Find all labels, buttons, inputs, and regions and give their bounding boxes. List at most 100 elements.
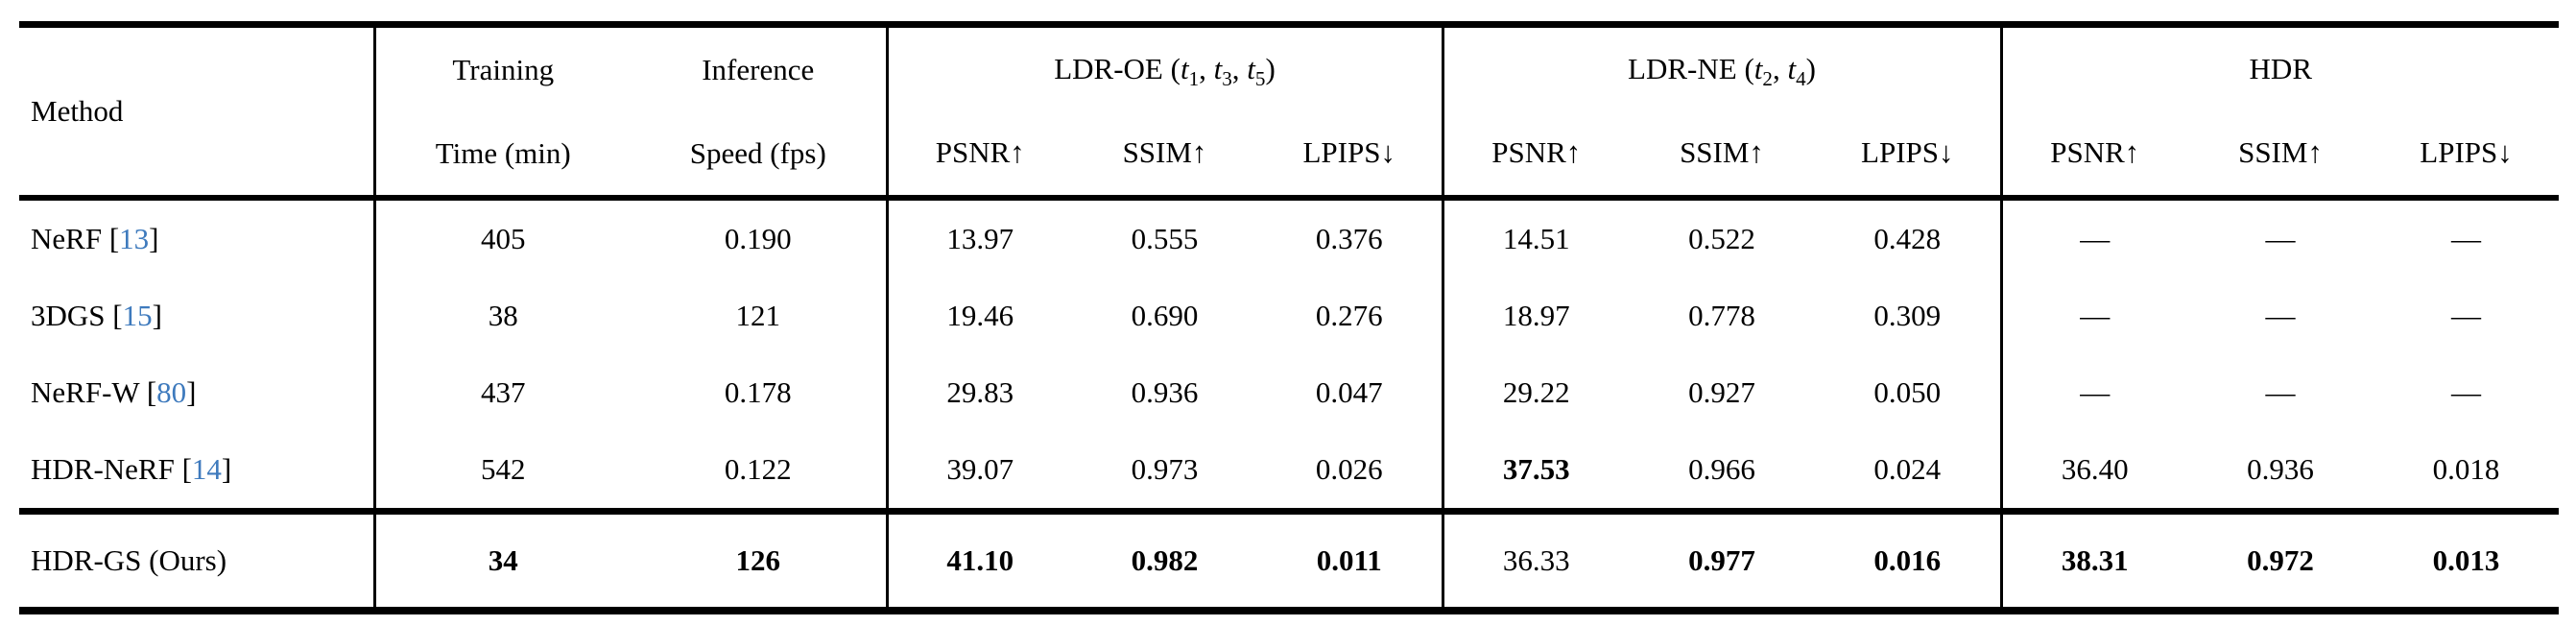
cell-ldr-oe-lpips: 0.026 bbox=[1257, 431, 1444, 512]
table-row-hdr-gs-ours: HDR-GS (Ours) 34 126 41.10 0.982 0.011 3… bbox=[19, 511, 2559, 611]
cell-ldr-ne-lpips: 0.024 bbox=[1815, 431, 2003, 512]
header-training-line1: Training bbox=[452, 52, 555, 86]
method-label: NeRF [ bbox=[31, 222, 120, 255]
method-label-suffix: ] bbox=[149, 222, 159, 255]
header-metric-psnr: PSNR↑ bbox=[2050, 135, 2140, 169]
header-group-ldr-ne: LDR-NE (t2, t4) bbox=[1443, 24, 2003, 110]
cell-hdr-ssim: — bbox=[2265, 375, 2296, 409]
cell-ldr-oe-psnr: 39.07 bbox=[946, 452, 1014, 486]
header-group-ldr-oe: LDR-OE (t1, t3, t5) bbox=[887, 24, 1444, 110]
cell-hdr-ssim: 0.936 bbox=[2247, 452, 2314, 486]
cell-ldr-ne-psnr: 36.33 bbox=[1502, 543, 1570, 577]
cell-training-time: 542 bbox=[481, 452, 526, 486]
header-group-hdr: HDR bbox=[2249, 52, 2312, 85]
cell-inference-speed-best: 126 bbox=[631, 511, 889, 611]
cell-ldr-ne-lpips: 0.050 bbox=[1815, 354, 2003, 431]
cell-hdr-psnr: — bbox=[2080, 299, 2111, 332]
cell-ldr-oe-psnr-best: 41.10 bbox=[946, 543, 1014, 577]
header-metric-psnr: PSNR↑ bbox=[935, 135, 1025, 169]
cell-ldr-oe-ssim: 0.690 bbox=[1131, 299, 1199, 332]
cell-hdr-lpips: — bbox=[2451, 222, 2482, 255]
table-row-nerf-w: NeRF-W [80] 437 0.178 29.83 0.936 0.047 … bbox=[19, 354, 2559, 431]
header-inference-line1: Inference bbox=[702, 52, 815, 86]
cell-ldr-ne-psnr-best: 37.53 bbox=[1502, 452, 1570, 486]
cell-ldr-oe-psnr: 13.97 bbox=[946, 222, 1014, 255]
cell-hdr-lpips-best: 0.013 bbox=[2432, 543, 2500, 577]
citation-link[interactable]: 15 bbox=[122, 299, 153, 332]
cell-ldr-oe-lpips: 0.276 bbox=[1257, 277, 1444, 354]
cell-ldr-ne-psnr: 29.22 bbox=[1502, 375, 1570, 409]
citation-link[interactable]: 80 bbox=[156, 375, 187, 409]
cell-training-time-best: 34 bbox=[488, 543, 518, 577]
cell-hdr-lpips: — bbox=[2451, 299, 2482, 332]
cell-ldr-ne-ssim: 0.966 bbox=[1688, 452, 1755, 486]
method-cell: HDR-NeRF [14] bbox=[19, 431, 376, 512]
method-label-suffix: ] bbox=[186, 375, 197, 409]
header-metric-ssim: SSIM↑ bbox=[1680, 135, 1764, 169]
cell-hdr-lpips: 0.018 bbox=[2432, 452, 2500, 486]
cell-ldr-oe-lpips: 0.047 bbox=[1257, 354, 1444, 431]
method-label: NeRF-W [ bbox=[31, 375, 157, 409]
table-header: Method Training Time (min) Inference Spe… bbox=[19, 24, 2560, 199]
header-method: Method bbox=[19, 24, 376, 198]
table-row-3dgs: 3DGS [15] 38 121 19.46 0.690 0.276 18.97… bbox=[19, 277, 2559, 354]
cell-ldr-ne-ssim: 0.522 bbox=[1688, 222, 1755, 255]
header-inference-speed: Inference Speed (fps) bbox=[631, 24, 889, 198]
method-label-suffix: ] bbox=[152, 299, 162, 332]
cell-ldr-ne-lpips-best: 0.016 bbox=[1815, 511, 2003, 611]
cell-hdr-psnr: 36.40 bbox=[2061, 452, 2129, 486]
method-label: 3DGS [ bbox=[31, 299, 123, 332]
header-training-line2: Time (min) bbox=[435, 135, 571, 170]
citation-link[interactable]: 13 bbox=[119, 222, 150, 255]
table-row-hdr-nerf: HDR-NeRF [14] 542 0.122 39.07 0.973 0.02… bbox=[19, 431, 2559, 512]
cell-hdr-psnr: — bbox=[2080, 375, 2111, 409]
cell-ldr-oe-lpips: 0.376 bbox=[1257, 198, 1444, 277]
cell-ldr-ne-ssim: 0.778 bbox=[1688, 299, 1755, 332]
header-metric-lpips: LPIPS↓ bbox=[2420, 135, 2513, 169]
cell-ldr-oe-psnr: 19.46 bbox=[946, 299, 1014, 332]
header-inference-line2: Speed (fps) bbox=[689, 135, 826, 170]
method-cell: NeRF [13] bbox=[19, 198, 376, 277]
citation-link[interactable]: 14 bbox=[191, 452, 222, 486]
method-label-suffix: ] bbox=[221, 452, 232, 486]
method-cell: HDR-GS (Ours) bbox=[19, 511, 376, 611]
cell-ldr-oe-lpips-best: 0.011 bbox=[1257, 511, 1444, 611]
results-table: Method Training Time (min) Inference Spe… bbox=[19, 21, 2560, 614]
cell-ldr-oe-psnr: 29.83 bbox=[946, 375, 1014, 409]
cell-training-time: 405 bbox=[481, 222, 526, 255]
ours-row-section: HDR-GS (Ours) 34 126 41.10 0.982 0.011 3… bbox=[19, 511, 2560, 611]
cell-hdr-ssim-best: 0.972 bbox=[2247, 543, 2314, 577]
header-metric-ssim: SSIM↑ bbox=[1122, 135, 1207, 169]
header-metric-ssim: SSIM↑ bbox=[2238, 135, 2323, 169]
cell-ldr-oe-ssim: 0.936 bbox=[1131, 375, 1199, 409]
cell-training-time: 38 bbox=[488, 299, 518, 332]
header-metric-psnr: PSNR↑ bbox=[1491, 135, 1582, 169]
cell-ldr-ne-ssim: 0.927 bbox=[1688, 375, 1755, 409]
cell-ldr-ne-lpips: 0.309 bbox=[1815, 277, 2003, 354]
method-cell: NeRF-W [80] bbox=[19, 354, 376, 431]
method-cell: 3DGS [15] bbox=[19, 277, 376, 354]
cell-hdr-psnr-best: 38.31 bbox=[2061, 543, 2129, 577]
cell-ldr-ne-psnr: 14.51 bbox=[1502, 222, 1570, 255]
table-row-nerf: NeRF [13] 405 0.190 13.97 0.555 0.376 14… bbox=[19, 198, 2559, 277]
cell-ldr-ne-ssim-best: 0.977 bbox=[1688, 543, 1755, 577]
cell-training-time: 437 bbox=[481, 375, 526, 409]
cell-hdr-ssim: — bbox=[2265, 222, 2296, 255]
cell-inference-speed: 0.190 bbox=[631, 198, 889, 277]
cell-inference-speed: 121 bbox=[631, 277, 889, 354]
cell-ldr-oe-ssim: 0.973 bbox=[1131, 452, 1199, 486]
cell-hdr-psnr: — bbox=[2080, 222, 2111, 255]
method-label: HDR-GS (Ours) bbox=[31, 543, 227, 577]
header-training-time: Training Time (min) bbox=[374, 25, 631, 199]
table-body: NeRF [13] 405 0.190 13.97 0.555 0.376 14… bbox=[19, 198, 2559, 512]
cell-ldr-ne-lpips: 0.428 bbox=[1815, 198, 2003, 277]
method-label: HDR-NeRF [ bbox=[31, 452, 192, 486]
cell-ldr-oe-ssim-best: 0.982 bbox=[1131, 543, 1199, 577]
cell-hdr-ssim: — bbox=[2265, 299, 2296, 332]
cell-hdr-lpips: — bbox=[2451, 375, 2482, 409]
cell-inference-speed: 0.178 bbox=[631, 354, 889, 431]
cell-ldr-ne-psnr: 18.97 bbox=[1502, 299, 1570, 332]
cell-ldr-oe-ssim: 0.555 bbox=[1131, 222, 1199, 255]
cell-inference-speed: 0.122 bbox=[631, 431, 889, 512]
